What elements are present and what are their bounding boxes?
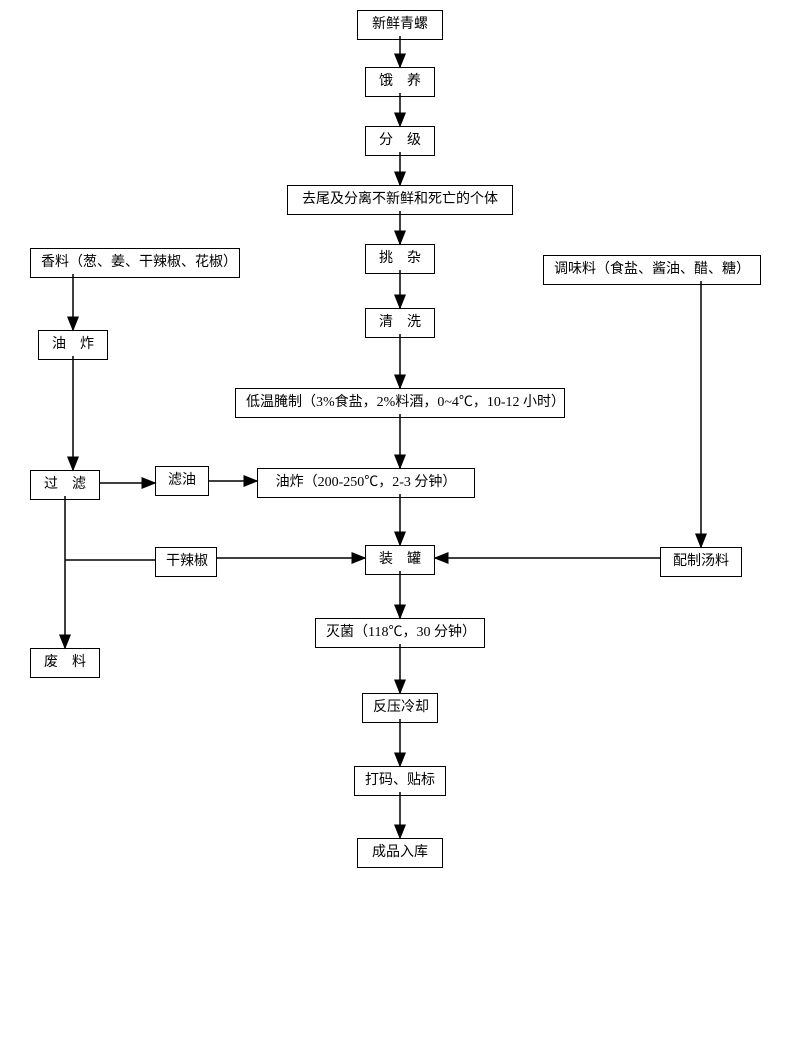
node-filter-oil: 滤油	[155, 466, 209, 496]
label: 香料（葱、姜、干辣椒、花椒）	[41, 255, 237, 270]
node-cool: 反压冷却	[362, 693, 438, 723]
label: 低温腌制（3%食盐，2%料酒，0~4℃，10-12 小时）	[246, 395, 565, 410]
label: 废 料	[44, 655, 86, 670]
node-filter: 过 滤	[30, 470, 100, 500]
node-remove-tail: 去尾及分离不新鲜和死亡的个体	[287, 185, 513, 215]
node-starve: 饿 养	[365, 67, 435, 97]
node-grade: 分 级	[365, 126, 435, 156]
node-seasoning: 调味料（食盐、酱油、醋、糖）	[543, 255, 761, 285]
label: 干辣椒	[166, 554, 208, 569]
label: 反压冷却	[373, 700, 429, 715]
label: 新鲜青螺	[372, 17, 428, 32]
label: 配制汤料	[673, 554, 729, 569]
label: 调味料（食盐、酱油、醋、糖）	[554, 262, 750, 277]
node-spices: 香料（葱、姜、干辣椒、花椒）	[30, 248, 240, 278]
label: 成品入库	[372, 845, 428, 860]
label: 过 滤	[44, 477, 86, 492]
node-fresh-snail: 新鲜青螺	[357, 10, 443, 40]
node-waste: 废 料	[30, 648, 100, 678]
node-soup: 配制汤料	[660, 547, 742, 577]
label: 油 炸	[52, 337, 94, 352]
label: 打码、贴标	[365, 773, 435, 788]
node-sterilize: 灭菌（118℃，30 分钟）	[315, 618, 485, 648]
label: 清 洗	[379, 315, 421, 330]
flowchart-edges	[0, 0, 800, 1053]
label: 去尾及分离不新鲜和死亡的个体	[302, 192, 498, 207]
label: 挑 杂	[379, 251, 421, 266]
node-wash: 清 洗	[365, 308, 435, 338]
label: 灭菌（118℃，30 分钟）	[326, 625, 476, 640]
node-warehouse: 成品入库	[357, 838, 443, 868]
label: 滤油	[168, 473, 196, 488]
node-fry-spice: 油 炸	[38, 330, 108, 360]
label: 装 罐	[379, 552, 421, 567]
label: 分 级	[379, 133, 421, 148]
node-marinate: 低温腌制（3%食盐，2%料酒，0~4℃，10-12 小时）	[235, 388, 565, 418]
node-dry-chili: 干辣椒	[155, 547, 217, 577]
node-pick: 挑 杂	[365, 244, 435, 274]
node-label: 打码、贴标	[354, 766, 446, 796]
label: 饿 养	[379, 74, 421, 89]
node-canning: 装 罐	[365, 545, 435, 575]
node-deep-fry: 油炸（200-250℃，2-3 分钟）	[257, 468, 475, 498]
label: 油炸（200-250℃，2-3 分钟）	[276, 475, 457, 490]
